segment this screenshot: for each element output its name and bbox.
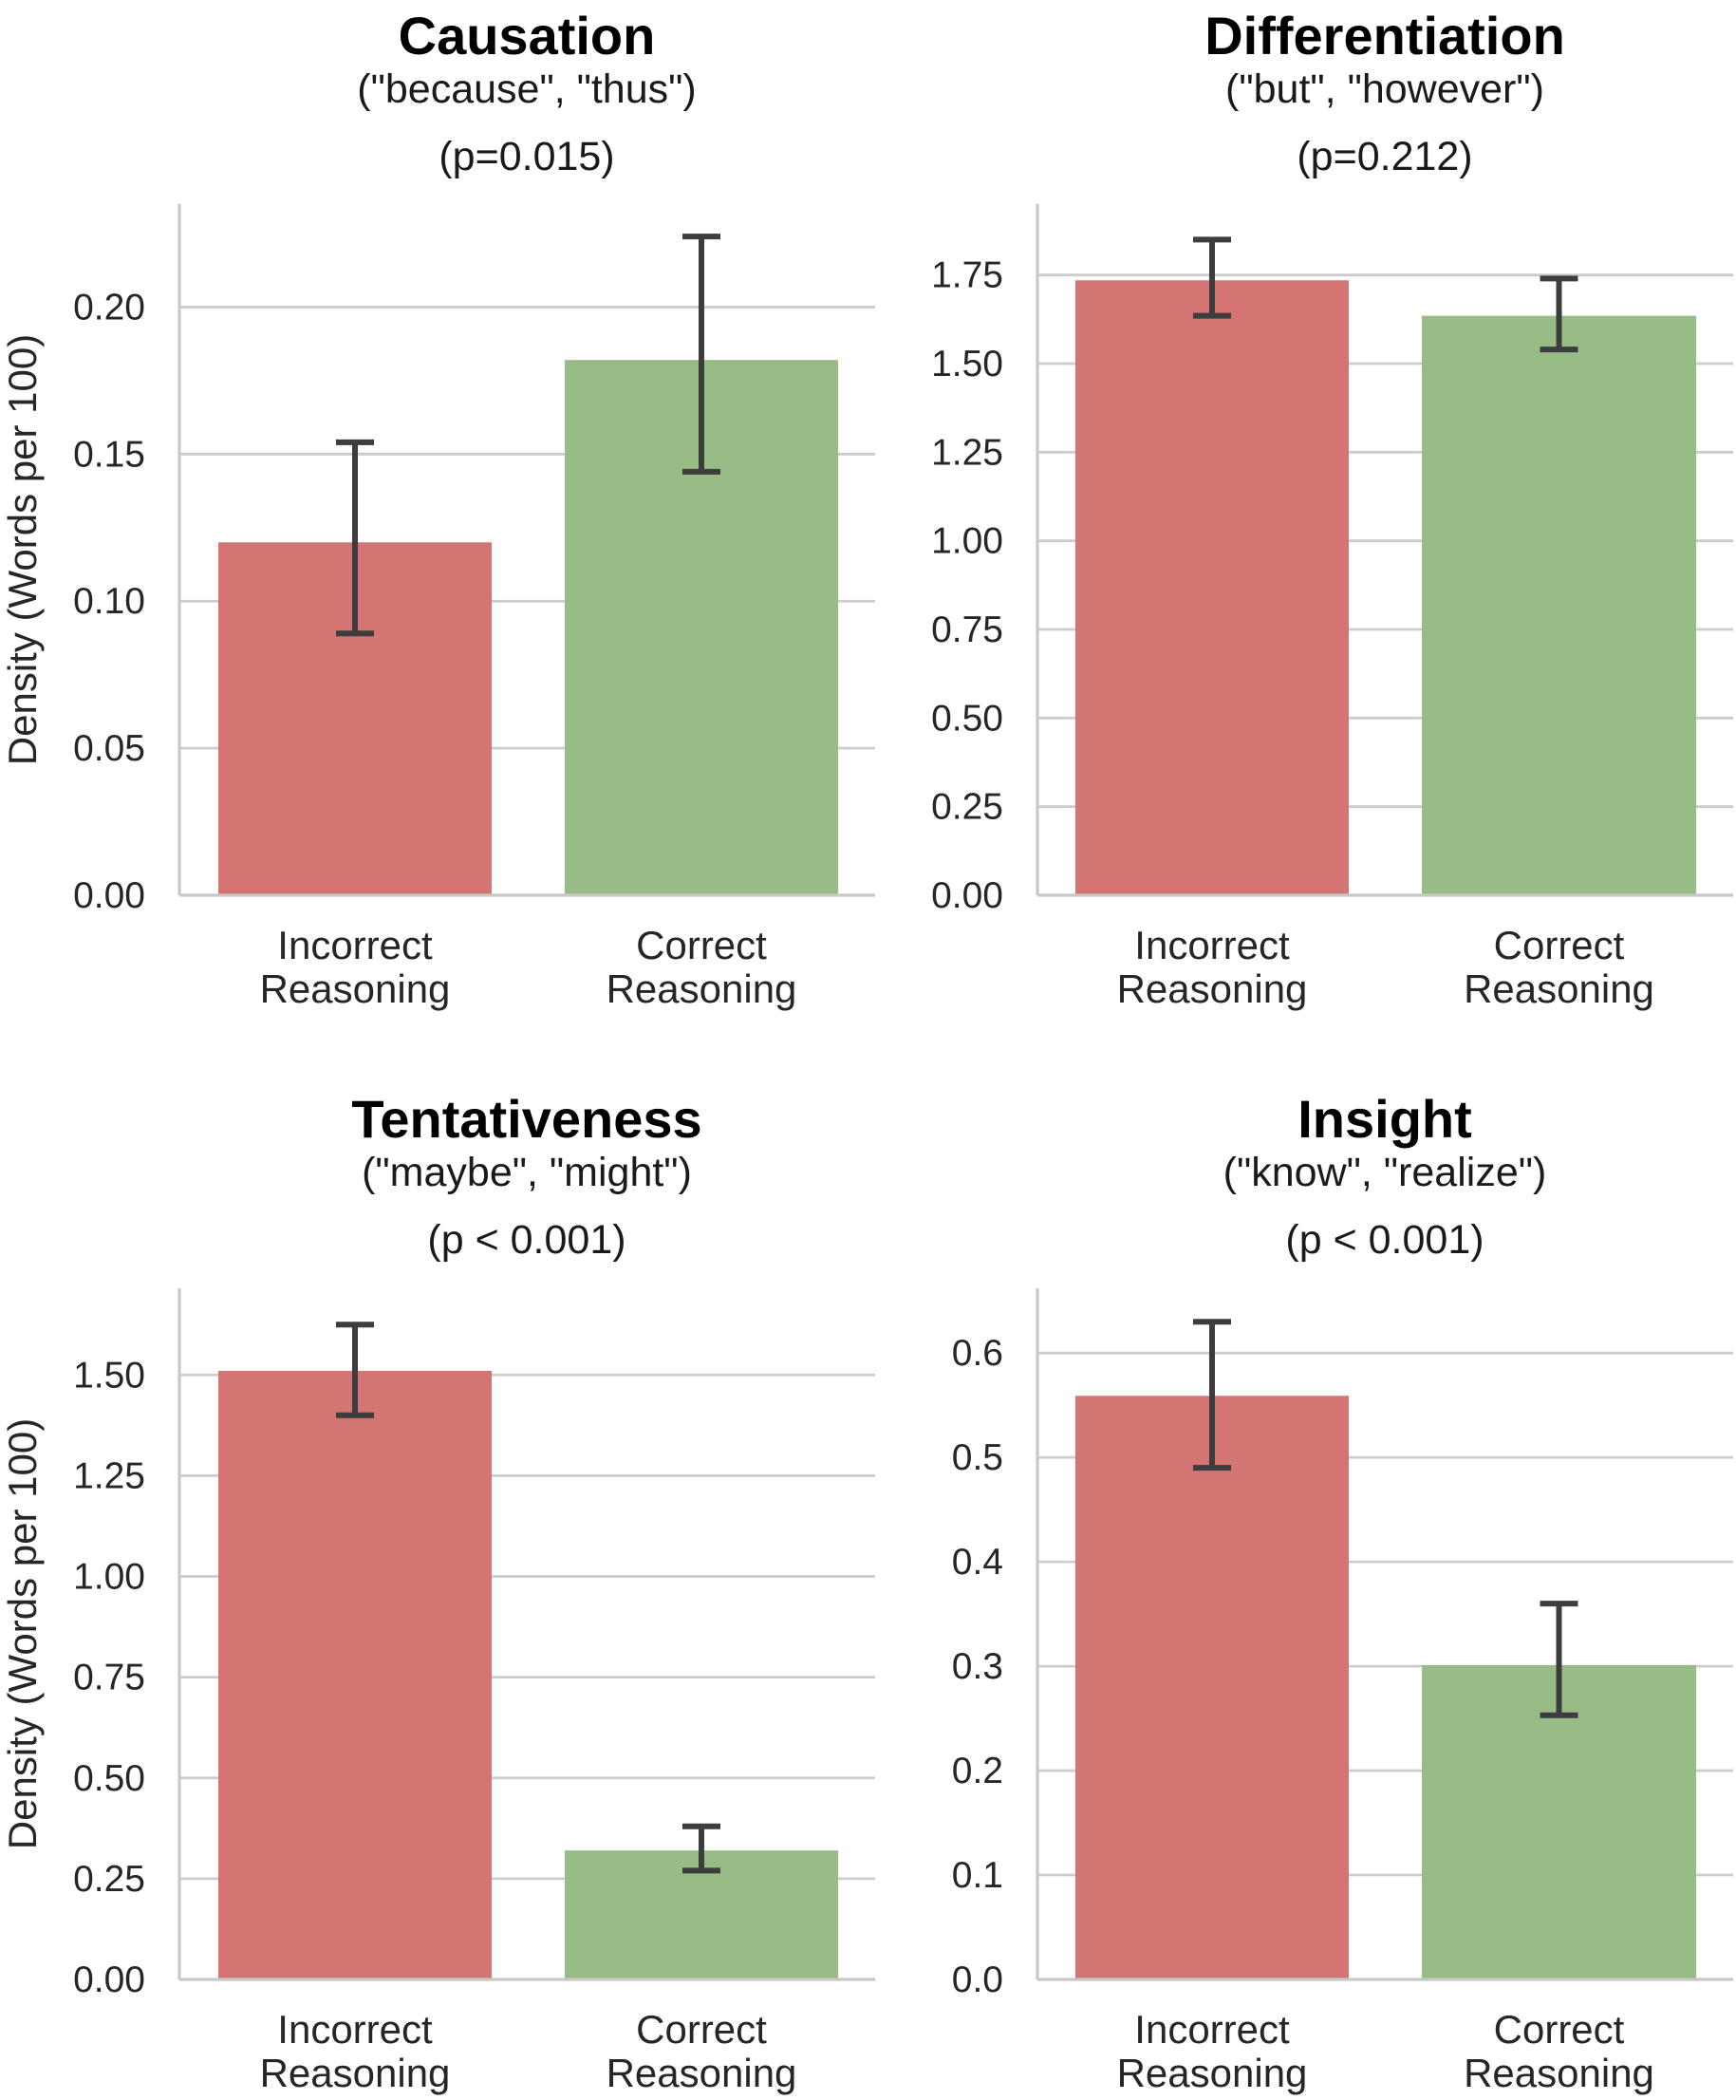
chart-subtitle: ("because", "thus") xyxy=(357,66,696,112)
y-tick-label: 0.0 xyxy=(952,1959,1003,2000)
bar-incorrect xyxy=(1075,1396,1349,1979)
error-bar-incorrect xyxy=(336,439,374,637)
chart-title: Causation xyxy=(399,6,656,66)
x-category-label: Correct Reasoning xyxy=(607,923,797,1011)
y-tick-label: 1.75 xyxy=(931,255,1003,296)
bar-correct xyxy=(1422,315,1696,896)
y-tick-label: 0.00 xyxy=(73,875,145,916)
chart-subtitle: ("maybe", "might") xyxy=(362,1150,692,1195)
chart-subtitle: ("but", "however") xyxy=(1225,66,1544,112)
chart-pvalue: (p=0.015) xyxy=(439,134,614,179)
chart-panel-4: Insight("know", "realize") (p < 0.001) 0.0… xyxy=(952,1089,1733,2095)
chart-pvalue: (p < 0.001) xyxy=(427,1217,625,1263)
chart-pvalue: (p=0.212) xyxy=(1297,134,1472,179)
x-category-label: Incorrect Reasoning xyxy=(260,2007,451,2095)
chart-subtitle: ("know", "realize") xyxy=(1223,1150,1547,1195)
y-tick-label: 0.25 xyxy=(931,787,1003,828)
y-axis-title: Density (Words per 100) xyxy=(0,1418,45,1849)
chart-title: Insight xyxy=(1297,1089,1472,1149)
y-tick-label: 1.50 xyxy=(73,1355,145,1396)
bar-incorrect xyxy=(218,1371,492,1979)
y-tick-label: 1.00 xyxy=(931,521,1003,562)
x-category-label: Incorrect Reasoning xyxy=(1117,2007,1308,2095)
y-tick-label: 0.4 xyxy=(952,1542,1003,1583)
chart-panel-1: Causation("because", "thus") (p=0.015) 0.0… xyxy=(0,6,875,1011)
y-axis-title: Density (Words per 100) xyxy=(0,334,45,765)
y-tick-label: 0.50 xyxy=(73,1758,145,1799)
error-bar-incorrect xyxy=(1193,236,1231,319)
y-tick-label: 1.25 xyxy=(931,432,1003,473)
y-tick-label: 0.75 xyxy=(73,1658,145,1698)
y-tick-label: 0.1 xyxy=(952,1855,1003,1896)
x-category-label: Incorrect Reasoning xyxy=(260,923,451,1011)
chart-panel-3: Tentativeness("maybe", "might") (p < 0.00… xyxy=(0,1089,875,2095)
chart-title: Tentativeness xyxy=(351,1089,701,1149)
error-bar-incorrect xyxy=(1193,1319,1231,1472)
y-tick-label: 1.50 xyxy=(931,344,1003,384)
y-tick-label: 1.25 xyxy=(73,1455,145,1496)
y-tick-label: 0.75 xyxy=(931,609,1003,650)
y-tick-label: 1.00 xyxy=(73,1557,145,1598)
y-tick-label: 0.05 xyxy=(73,728,145,769)
y-tick-label: 0.15 xyxy=(73,434,145,475)
chart-pvalue: (p < 0.001) xyxy=(1285,1217,1484,1263)
x-category-label: Correct Reasoning xyxy=(1464,923,1654,1011)
y-tick-label: 0.00 xyxy=(73,1959,145,2000)
y-tick-label: 0.00 xyxy=(931,875,1003,916)
x-category-label: Incorrect Reasoning xyxy=(1117,923,1308,1011)
error-bar-incorrect xyxy=(336,1322,374,1418)
chart-title: Differentiation xyxy=(1204,6,1565,66)
y-tick-label: 0.2 xyxy=(952,1751,1003,1791)
y-tick-label: 0.10 xyxy=(73,581,145,622)
error-bar-correct xyxy=(682,1823,720,1874)
x-category-label: Correct Reasoning xyxy=(1464,2007,1654,2095)
chart-panel-2: Differentiation("but", "however") (p=0.21… xyxy=(931,6,1733,1011)
y-tick-label: 0.5 xyxy=(952,1437,1003,1478)
error-bar-correct xyxy=(1540,1601,1578,1718)
error-bar-correct xyxy=(682,234,720,475)
bar-incorrect xyxy=(1075,280,1349,895)
y-tick-label: 0.20 xyxy=(73,287,145,328)
y-tick-label: 0.25 xyxy=(73,1859,145,1900)
y-tick-label: 0.3 xyxy=(952,1646,1003,1687)
y-tick-label: 0.50 xyxy=(931,698,1003,739)
x-category-label: Correct Reasoning xyxy=(607,2007,797,2095)
y-tick-label: 0.6 xyxy=(952,1333,1003,1374)
error-bar-correct xyxy=(1540,275,1578,353)
